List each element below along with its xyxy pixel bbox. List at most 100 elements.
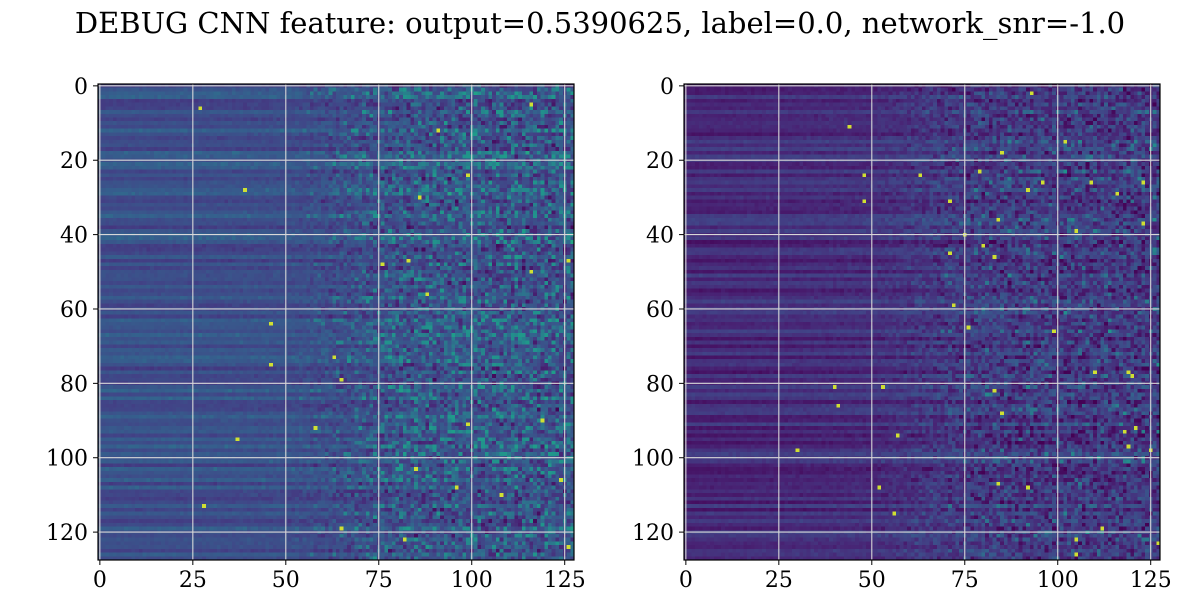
heatmap-cell (306, 95, 310, 99)
heatmap-cell (533, 196, 537, 200)
heatmap-cell (503, 155, 507, 159)
heatmap-cell (522, 170, 526, 174)
heatmap-cell (518, 110, 522, 114)
heatmap-cell (433, 114, 437, 118)
heatmap-cell (451, 196, 455, 200)
heatmap-cell (247, 106, 251, 110)
heatmap-cell (414, 114, 418, 118)
heatmap-cell (321, 144, 325, 148)
heatmap-cell (135, 110, 139, 114)
heatmap-cell (329, 170, 333, 174)
heatmap-cell (373, 114, 377, 118)
heatmap-cell (477, 210, 481, 214)
heatmap-cell (436, 166, 440, 170)
heatmap-cell (522, 210, 526, 214)
heatmap-cell (128, 88, 132, 92)
heatmap-cell (544, 170, 548, 174)
heatmap-cell (403, 117, 407, 121)
heatmap-cell (269, 95, 273, 99)
heatmap-cell (195, 170, 199, 174)
heatmap-cell (120, 88, 124, 92)
heatmap-cell (243, 188, 247, 192)
heatmap-cell (507, 121, 511, 125)
heatmap-cell (529, 196, 533, 200)
heatmap-cell (537, 203, 541, 207)
heatmap-cell (511, 199, 515, 203)
heatmap-cell (373, 140, 377, 144)
heatmap-cell (184, 129, 188, 133)
heatmap-cell (117, 203, 121, 207)
heatmap-cell (306, 99, 310, 103)
heatmap-cell (128, 222, 132, 226)
heatmap-cell (459, 155, 463, 159)
heatmap-cell (131, 110, 135, 114)
heatmap-cell (187, 117, 191, 121)
heatmap-cell (410, 103, 414, 107)
heatmap-cell (537, 103, 541, 107)
heatmap-cell (239, 203, 243, 207)
heatmap-cell (213, 188, 217, 192)
heatmap-cell (485, 129, 489, 133)
heatmap-cell (440, 181, 444, 185)
heatmap-cell (355, 196, 359, 200)
heatmap-cell (492, 140, 496, 144)
heatmap-cell (500, 91, 504, 95)
heatmap-cell (243, 117, 247, 121)
heatmap-cell (433, 117, 437, 121)
heatmap-cell (436, 162, 440, 166)
heatmap-cell (388, 214, 392, 218)
heatmap-cell (414, 222, 418, 226)
heatmap-cell (396, 170, 400, 174)
heatmap-cell (414, 177, 418, 181)
heatmap-cell (169, 129, 173, 133)
heatmap-cell (332, 110, 336, 114)
heatmap-cell (224, 177, 228, 181)
heatmap-cell (180, 103, 184, 107)
heatmap-cell (154, 95, 158, 99)
heatmap-cell (202, 136, 206, 140)
heatmap-cell (273, 95, 277, 99)
heatmap-cell (567, 214, 571, 218)
heatmap-cell (310, 184, 314, 188)
heatmap-cell (180, 188, 184, 192)
heatmap-cell (373, 166, 377, 170)
heatmap-cell (254, 196, 258, 200)
heatmap-cell (529, 103, 533, 107)
heatmap-cell (507, 117, 511, 121)
heatmap-cell (262, 103, 266, 107)
heatmap-cell (369, 147, 373, 151)
heatmap-cell (477, 121, 481, 125)
heatmap-cell (165, 136, 169, 140)
heatmap-cell (113, 181, 117, 185)
heatmap-cell (109, 173, 113, 177)
heatmap-cell (340, 140, 344, 144)
heatmap-cell (221, 188, 225, 192)
heatmap-cell (254, 110, 258, 114)
heatmap-cell (161, 99, 165, 103)
heatmap-cell (407, 177, 411, 181)
heatmap-cell (358, 188, 362, 192)
heatmap-cell (247, 136, 251, 140)
heatmap-cell (567, 151, 571, 155)
heatmap-cell (280, 218, 284, 222)
heatmap-cell (541, 114, 545, 118)
heatmap-cell (105, 129, 109, 133)
heatmap-cell (180, 173, 184, 177)
heatmap-cell (206, 103, 210, 107)
heatmap-cell (262, 91, 266, 95)
heatmap-cell (459, 162, 463, 166)
heatmap-cell (425, 210, 429, 214)
heatmap-cell (239, 207, 243, 211)
heatmap-cell (102, 170, 106, 174)
heatmap-cell (399, 91, 403, 95)
heatmap-cell (351, 132, 355, 136)
heatmap-cell (448, 162, 452, 166)
heatmap-cell (466, 110, 470, 114)
heatmap-cell (206, 95, 210, 99)
heatmap-cell (332, 140, 336, 144)
heatmap-cell (135, 192, 139, 196)
heatmap-cell (433, 177, 437, 181)
heatmap-cell (436, 199, 440, 203)
heatmap-cell (459, 214, 463, 218)
heatmap-cell (529, 188, 533, 192)
